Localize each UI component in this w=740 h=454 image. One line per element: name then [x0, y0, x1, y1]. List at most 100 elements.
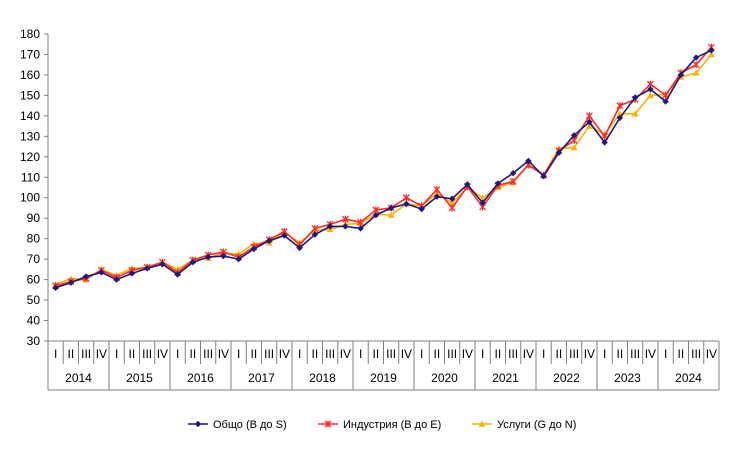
quarter-label: II — [129, 347, 136, 361]
series-3 — [52, 51, 715, 288]
data-point — [341, 215, 349, 223]
quarter-label: IV — [157, 347, 168, 361]
quarter-label: II — [68, 347, 75, 361]
data-point — [372, 211, 380, 219]
quarter-label: II — [556, 347, 563, 361]
series-group — [52, 43, 715, 291]
quarter-label: IV — [340, 347, 351, 361]
quarter-label: IV — [279, 347, 290, 361]
quarter-label: III — [386, 347, 396, 361]
quarter-label: IV — [401, 347, 412, 361]
quarter-label: I — [237, 347, 240, 361]
data-point — [326, 223, 334, 230]
series-2 — [52, 43, 715, 290]
legend-item: Индустрия (B до E) — [318, 419, 441, 431]
y-tick-label: 100 — [20, 191, 40, 205]
quarter-label: II — [373, 347, 380, 361]
data-point — [707, 51, 715, 58]
series-line — [55, 46, 712, 287]
quarter-label: I — [115, 347, 118, 361]
data-point — [509, 169, 517, 177]
year-label: 2021 — [492, 371, 519, 385]
data-point — [418, 205, 425, 213]
quarter-label: II — [251, 347, 258, 361]
quarter-label: III — [569, 347, 579, 361]
data-point — [174, 271, 181, 278]
legend-swatch-marker — [194, 420, 202, 428]
quarter-label: II — [312, 347, 319, 361]
quarter-label: IV — [96, 347, 107, 361]
data-point — [52, 284, 59, 291]
quarter-label: I — [359, 347, 362, 361]
data-point — [494, 180, 502, 187]
quarter-label: III — [508, 347, 518, 361]
quarter-label: IV — [462, 347, 473, 361]
series-line — [55, 49, 712, 289]
data-point — [342, 223, 349, 230]
legend-item: Общо (B до S) — [188, 419, 287, 431]
data-point — [586, 118, 593, 126]
data-point — [357, 225, 364, 232]
data-point — [387, 211, 395, 218]
data-point — [159, 261, 166, 268]
data-point — [402, 194, 410, 202]
data-point — [692, 61, 700, 69]
quarter-label: I — [481, 347, 484, 361]
data-point — [189, 259, 197, 266]
quarter-label: IV — [218, 347, 229, 361]
y-tick-label: 50 — [27, 293, 41, 307]
data-point — [479, 194, 487, 201]
quarter-label: I — [542, 347, 545, 361]
y-tick-label: 180 — [20, 27, 40, 41]
legend-label: Индустрия (B до E) — [343, 419, 441, 431]
quarter-label: IV — [645, 347, 656, 361]
quarter-label: I — [420, 347, 423, 361]
y-tick-label: 130 — [20, 129, 40, 143]
data-point — [540, 173, 547, 180]
data-point — [692, 54, 700, 61]
data-point — [113, 276, 120, 283]
quarter-label: III — [81, 347, 91, 361]
quarter-label: I — [176, 347, 179, 361]
data-point — [433, 193, 441, 200]
year-label: 2015 — [126, 371, 153, 385]
year-label: 2014 — [65, 371, 92, 385]
data-point — [281, 232, 288, 239]
quarter-label: II — [190, 347, 197, 361]
quarter-label: II — [617, 347, 624, 361]
quarter-label: I — [603, 347, 606, 361]
data-point — [708, 47, 715, 54]
year-label: 2024 — [675, 371, 702, 385]
y-tick-label: 70 — [27, 252, 41, 266]
legend-item: Услуги (G до N) — [472, 419, 576, 431]
data-point — [220, 252, 227, 260]
y-tick-label: 40 — [27, 314, 41, 328]
data-point — [357, 218, 365, 226]
quarter-label: I — [298, 347, 301, 361]
data-point — [82, 273, 90, 280]
data-point — [448, 199, 456, 206]
legend-label: Услуги (G до N) — [497, 419, 576, 431]
quarter-label: I — [664, 347, 667, 361]
y-tick-label: 60 — [27, 273, 41, 287]
y-tick-label: 120 — [20, 150, 40, 164]
data-point — [128, 270, 136, 277]
x-axis: I II III IV I II III IV I II III IV I II III IV I II III IV… — [47, 340, 720, 391]
year-label: 2022 — [553, 371, 580, 385]
data-point — [448, 195, 456, 202]
year-label: 2018 — [309, 371, 336, 385]
quarter-label: IV — [706, 347, 717, 361]
legend-swatch-marker — [478, 420, 486, 427]
data-point — [464, 181, 471, 188]
data-point — [311, 231, 319, 238]
data-point — [677, 71, 685, 79]
series-1 — [52, 47, 715, 291]
legend-label: Общо (B до S) — [213, 419, 287, 431]
quarter-label: III — [447, 347, 457, 361]
data-point — [67, 279, 75, 286]
data-point — [631, 94, 639, 101]
data-point — [311, 224, 319, 232]
data-point — [585, 122, 593, 129]
data-point — [448, 204, 456, 212]
